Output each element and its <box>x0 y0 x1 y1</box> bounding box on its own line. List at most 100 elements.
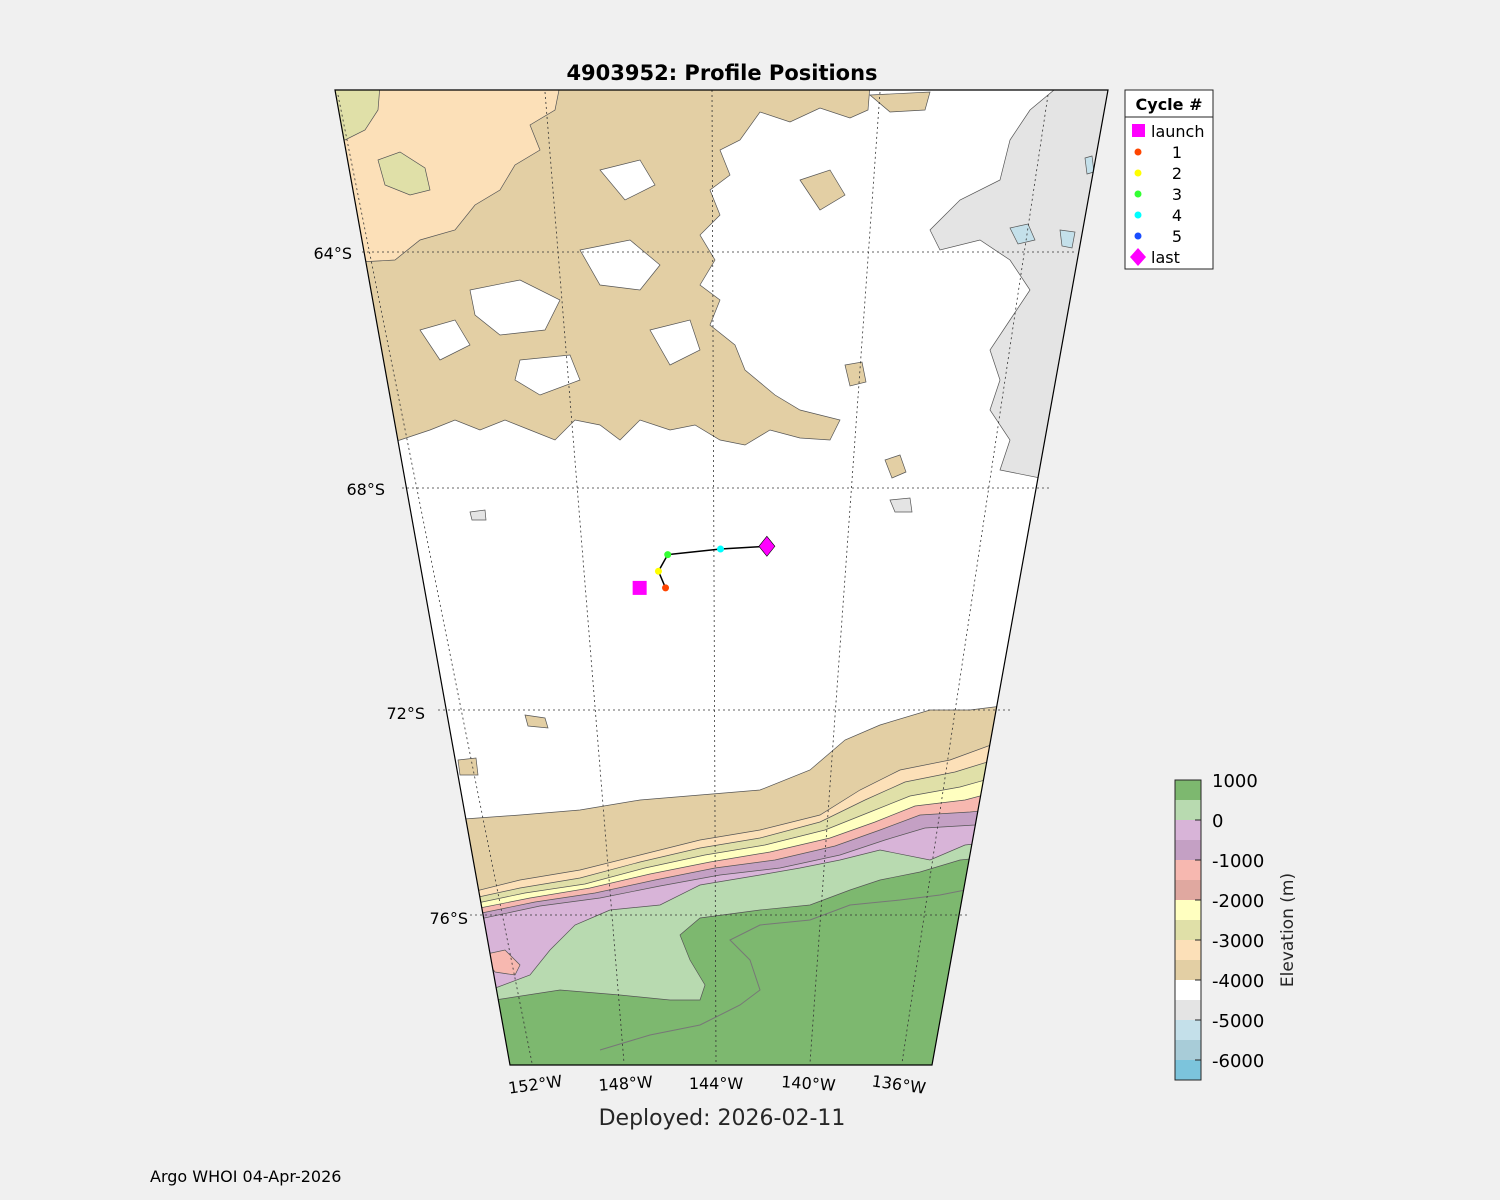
colorbar-tick-label: -5000 <box>1212 1011 1264 1032</box>
colorbar-band-0 <box>1175 780 1201 801</box>
lat-label-68s: 68°S <box>346 480 385 499</box>
lon-label-144w: 144°W <box>689 1074 744 1093</box>
seamount-nw <box>335 90 381 141</box>
float-track <box>632 535 776 595</box>
legend-title: Cycle # <box>1136 95 1203 114</box>
marker-cycle-4 <box>717 545 725 553</box>
legend-items: launch 1 2 3 4 5 last <box>1130 122 1204 267</box>
graticule <box>337 89 1076 1064</box>
shoal-2 <box>844 361 867 387</box>
legend-label: 3 <box>1172 185 1182 204</box>
lon-label-152w: 152°W <box>507 1071 564 1097</box>
legend-label: 2 <box>1172 164 1182 183</box>
colorbar-band-12 <box>1175 1020 1201 1041</box>
colorbar-frame <box>1174 779 1202 1081</box>
legend-marker-dot <box>1134 169 1142 177</box>
legend-item-last: last <box>1130 248 1180 267</box>
meridian-140w <box>809 91 881 1064</box>
figure-title: 4903952: Profile Positions <box>566 61 877 85</box>
deep-trench-3 <box>1084 155 1095 175</box>
colorbar-tick-label: -4000 <box>1212 971 1264 992</box>
shoal-6 <box>457 757 479 776</box>
lon-label-148w: 148°W <box>598 1072 654 1095</box>
seamount-nw-2 <box>377 151 431 196</box>
lon-label-140w: 140°W <box>781 1072 837 1095</box>
legend-label: 1 <box>1172 143 1182 162</box>
colorbar-tick-label: 0 <box>1212 811 1223 832</box>
legend-marker-dot <box>1134 211 1142 219</box>
shoal-3 <box>799 169 846 211</box>
colorbar-band-10 <box>1175 980 1201 1001</box>
lat-label-64s: 64°S <box>313 244 352 263</box>
colorbar-band-5 <box>1175 880 1201 901</box>
marker-launch <box>632 580 647 595</box>
colorbar-band-2 <box>1175 820 1201 841</box>
marker-cycle-2 <box>654 567 662 575</box>
plain-gap-6 <box>599 159 656 201</box>
colorbar-tick-label: -3000 <box>1212 931 1264 952</box>
legend-marker-dot <box>1134 232 1142 240</box>
colorbar-label: Elevation (m) <box>1278 873 1298 987</box>
shoal-5 <box>524 714 549 729</box>
shoal-8 <box>469 509 487 521</box>
plain-gap-4 <box>419 319 471 361</box>
lat-labels: 64°S 68°S 72°S 76°S <box>313 244 468 928</box>
colorbar-band-4 <box>1175 860 1201 881</box>
legend-marker-square <box>1132 124 1145 137</box>
track-segment-3 <box>667 548 721 556</box>
plain-gap-3 <box>649 319 701 366</box>
legend-item-3: 3 <box>1134 185 1182 204</box>
map-frame <box>334 89 1109 1066</box>
colorbar-tick-label: -2000 <box>1212 891 1264 912</box>
meridian-136w <box>901 94 1049 1064</box>
colorbar-band-6 <box>1175 900 1201 921</box>
legend-item-launch: launch <box>1132 122 1204 141</box>
deployed-date: Deployed: 2026-02-11 <box>599 1106 846 1131</box>
meridian-148w <box>544 91 625 1064</box>
credit-text: Argo WHOI 04-Apr-2026 <box>150 1167 341 1186</box>
colorbar-band-3 <box>1175 840 1201 861</box>
plain-gap-5 <box>514 354 581 396</box>
colorbar-band-1 <box>1175 800 1201 821</box>
legend-marker-diamond <box>1130 248 1146 266</box>
legend-item-2: 2 <box>1134 164 1182 183</box>
lat-label-76s: 76°S <box>429 909 468 928</box>
legend-item-4: 4 <box>1134 206 1182 225</box>
legend-box <box>1124 89 1214 270</box>
colorbar-band-7 <box>1175 920 1201 941</box>
marker-cycle-3 <box>664 551 672 559</box>
legend-item-5: 5 <box>1134 227 1182 246</box>
colorbar-band-9 <box>1175 960 1201 981</box>
bathymetry <box>335 90 1108 1065</box>
colorbar: 1000 0 -1000 -2000 -3000 -4000 -5000 -6000 Elev… <box>1174 771 1298 1081</box>
shoal-7 <box>889 497 913 513</box>
legend-label: 5 <box>1172 227 1182 246</box>
lon-label-136w: 136°W <box>871 1071 928 1097</box>
meridian-144w <box>711 89 717 1064</box>
legend-label: launch <box>1151 122 1204 141</box>
marker-last <box>758 535 776 557</box>
legend-label: last <box>1151 248 1180 267</box>
coastline-contour <box>599 889 966 1051</box>
colorbar-bands <box>1175 780 1201 1081</box>
deep-trench-1 <box>1009 223 1036 245</box>
colorbar-band-14 <box>1175 1060 1201 1081</box>
marker-cycle-1 <box>662 584 670 592</box>
colorbar-tick-label: -6000 <box>1212 1051 1264 1072</box>
legend: Cycle # launch 1 2 3 4 5 last <box>1124 89 1214 270</box>
colorbar-tick-label: -1000 <box>1212 851 1264 872</box>
plain-gap-1 <box>469 279 561 336</box>
colorbar-tick-label: 1000 <box>1212 771 1258 792</box>
shoal-4 <box>869 91 931 113</box>
colorbar-band-13 <box>1175 1040 1201 1061</box>
map <box>334 89 1109 1066</box>
legend-item-1: 1 <box>1134 143 1182 162</box>
colorbar-ticks: 1000 0 -1000 -2000 -3000 -4000 -5000 -6000 <box>1195 771 1264 1072</box>
lat-label-72s: 72°S <box>386 704 425 723</box>
deep-trench-2 <box>1059 229 1076 249</box>
legend-marker-dot <box>1134 190 1142 198</box>
plain-gap-2 <box>579 239 661 291</box>
colorbar-band-8 <box>1175 940 1201 961</box>
colorbar-band-11 <box>1175 1000 1201 1021</box>
